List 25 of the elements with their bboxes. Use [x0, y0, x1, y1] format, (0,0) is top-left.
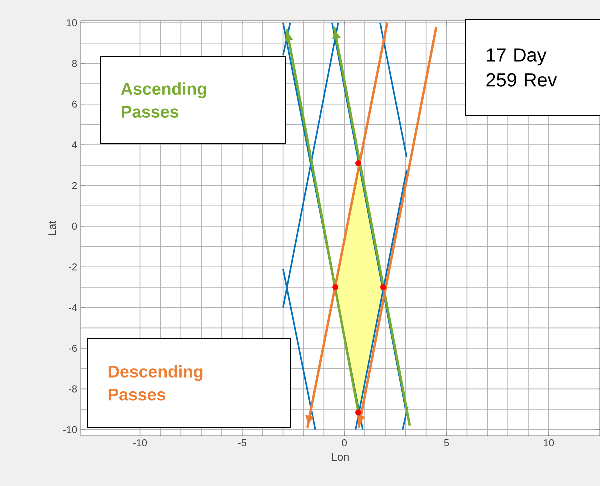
x-tick-label: 0: [342, 440, 347, 447]
point: [356, 160, 362, 166]
annotation: 17 Day 259 Rev: [486, 48, 558, 87]
point: [356, 410, 362, 416]
y-tick-label: -6: [69, 344, 78, 352]
x-tick-label: 10: [544, 440, 554, 447]
y-tick-label: -2: [69, 264, 77, 271]
y-axis-title: Lat: [48, 220, 56, 236]
y-tick-label: 6: [72, 100, 78, 108]
x-axis-title: Lon: [332, 453, 349, 462]
point: [332, 284, 339, 290]
y-tick-label: 0: [72, 222, 78, 230]
x-tick-label: 5: [444, 440, 450, 446]
y-tick-label: 10: [67, 19, 78, 27]
y-tick-label: -8: [69, 386, 78, 393]
point: [380, 284, 386, 290]
x-tick-label: -10: [134, 440, 148, 447]
y-tick-label: -10: [64, 426, 78, 434]
y-tick-label: 2: [72, 182, 77, 190]
annotation: Descending Passes: [108, 365, 203, 401]
annotation: Ascending Passes: [121, 82, 206, 118]
y-tick-label: 8: [72, 60, 78, 68]
y-tick-label: -4: [69, 304, 78, 312]
y-tick-label: 4: [72, 142, 78, 149]
x-tick-label: -5: [238, 440, 246, 446]
